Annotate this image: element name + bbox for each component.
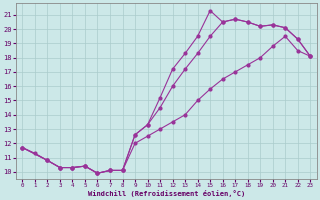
X-axis label: Windchill (Refroidissement éolien,°C): Windchill (Refroidissement éolien,°C)	[88, 190, 245, 197]
